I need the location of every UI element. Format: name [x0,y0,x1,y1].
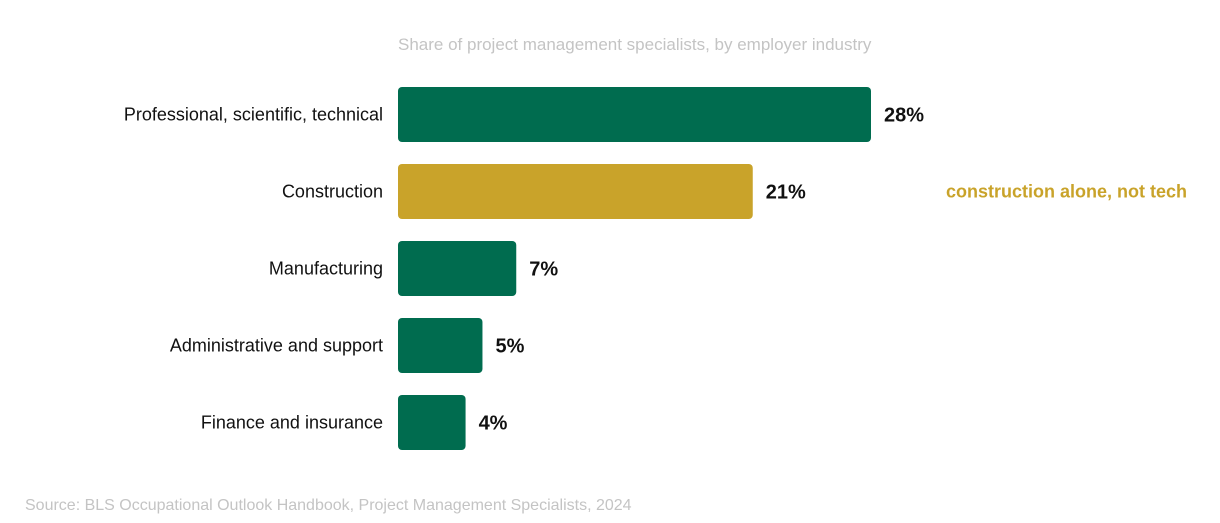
category-label-administrative-and-support: Administrative and support [170,336,383,356]
value-label-administrative-and-support: 5% [495,336,524,358]
bar-construction [398,164,753,219]
value-labels-group: 28% 21% 7% 5% 4% [479,105,925,435]
value-label-finance-and-insurance: 4% [479,413,508,435]
category-label-professional-scientific-technical: Professional, scientific, technical [124,105,383,125]
category-labels-group: Professional, scientific, technical Const… [124,105,383,433]
value-label-professional-scientific-technical: 28% [884,105,924,127]
category-label-construction: Construction [282,182,383,202]
value-label-construction: 21% [766,182,806,204]
category-label-manufacturing: Manufacturing [269,259,383,279]
bar-professional-scientific-technical [398,87,871,142]
bars-group [398,87,871,450]
bar-finance-and-insurance [398,395,466,450]
category-label-finance-and-insurance: Finance and insurance [201,413,383,433]
source-note: Source: BLS Occupational Outlook Handboo… [25,497,632,514]
bar-manufacturing [398,241,517,296]
chart-subtitle: Share of project management specialists,… [398,35,872,54]
construction-annotation: construction alone, not tech [946,182,1187,202]
value-label-manufacturing: 7% [529,259,558,281]
bar-administrative-and-support [398,318,483,373]
